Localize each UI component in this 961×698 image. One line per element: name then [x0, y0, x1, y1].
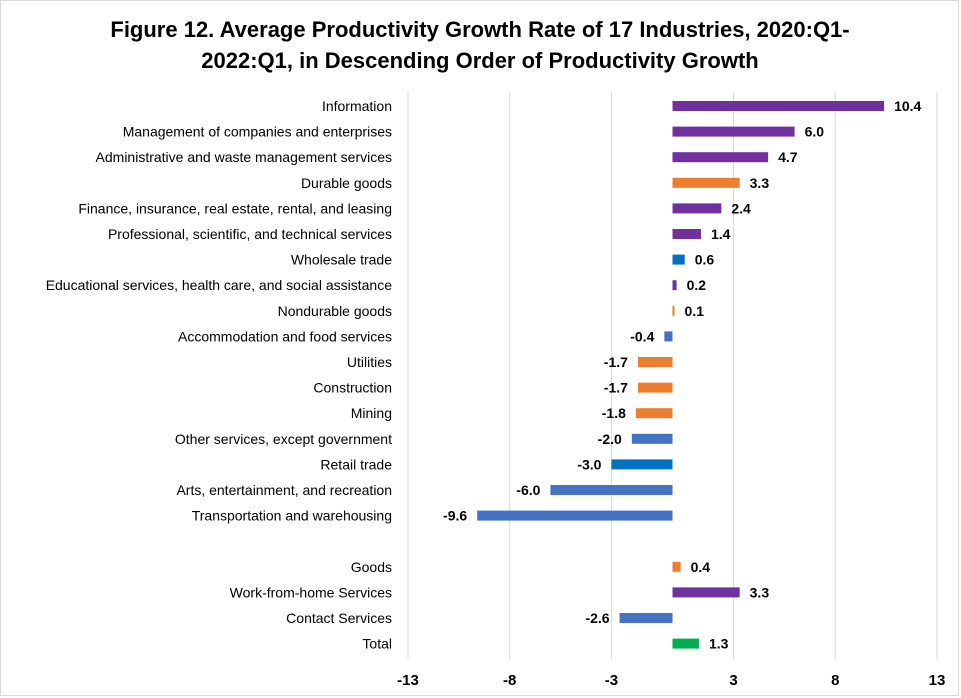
data-label: -2.0 — [598, 431, 622, 447]
bar — [635, 408, 673, 419]
data-label: 0.4 — [691, 559, 711, 575]
category-label: Professional, scientific, and technical … — [108, 226, 392, 242]
data-label: 1.4 — [711, 226, 731, 242]
data-label: -1.7 — [604, 354, 628, 370]
category-label: Total — [362, 636, 392, 652]
category-label: Wholesale trade — [291, 252, 392, 268]
bar — [672, 638, 699, 649]
data-label: 2.4 — [731, 200, 751, 216]
x-tick-label: 8 — [831, 672, 839, 689]
category-label: Information — [322, 98, 392, 114]
bar — [672, 152, 769, 163]
category-label: Administrative and waste management serv… — [96, 149, 392, 165]
chart-title-line-2: 2022:Q1, in Descending Order of Producti… — [201, 48, 759, 73]
data-label: -2.6 — [585, 610, 609, 626]
data-label: 6.0 — [805, 124, 825, 140]
category-label: Mining — [351, 405, 392, 421]
data-label: -6.0 — [516, 482, 540, 498]
category-label: Nondurable goods — [278, 303, 392, 319]
bar — [672, 203, 722, 214]
data-label: 4.7 — [778, 149, 798, 165]
category-label: Other services, except government — [175, 431, 392, 447]
chart-title-line-1: Figure 12. Average Productivity Growth R… — [110, 17, 850, 42]
x-tick-label: -8 — [503, 672, 516, 689]
category-label: Construction — [313, 380, 392, 396]
bar — [637, 357, 673, 367]
bar — [664, 331, 673, 342]
data-label: 0.6 — [695, 252, 715, 268]
data-label: 0.1 — [685, 303, 705, 319]
bar — [672, 280, 677, 291]
category-label: Finance, insurance, real estate, rental,… — [78, 200, 392, 216]
bar — [672, 305, 675, 316]
bar — [672, 177, 740, 188]
category-label: Management of companies and enterprises — [123, 124, 392, 140]
chart-title: Figure 12. Average Productivity Growth R… — [40, 14, 920, 76]
category-label: Accommodation and food services — [178, 328, 392, 344]
data-label: -3.0 — [577, 456, 601, 472]
category-label: Contact Services — [286, 610, 392, 626]
data-label: 1.3 — [709, 636, 729, 652]
bar — [631, 433, 673, 444]
category-label: Durable goods — [301, 175, 392, 191]
bar — [611, 459, 673, 470]
category-label: Goods — [351, 559, 392, 575]
x-tick-label: -13 — [397, 672, 419, 689]
category-label: Utilities — [347, 354, 392, 370]
category-label: Work-from-home Services — [230, 584, 392, 600]
data-label: 3.3 — [750, 584, 770, 600]
bar — [672, 101, 885, 111]
data-label: 10.4 — [894, 98, 921, 114]
bar — [637, 382, 673, 393]
bar — [477, 510, 673, 521]
bar — [550, 485, 673, 495]
data-label: -1.7 — [604, 380, 628, 396]
bar — [672, 254, 685, 265]
bar — [672, 126, 795, 137]
bar — [672, 587, 740, 598]
x-tick-label: -3 — [605, 672, 618, 689]
bar — [672, 561, 681, 572]
category-label: Educational services, health care, and s… — [46, 277, 393, 293]
x-tick-label: 3 — [729, 672, 737, 689]
category-label: Arts, entertainment, and recreation — [176, 482, 392, 498]
data-label: -0.4 — [630, 328, 654, 344]
data-label: 3.3 — [750, 175, 770, 191]
data-label: 0.2 — [687, 277, 707, 293]
bar — [672, 229, 701, 239]
x-tick-label: 13 — [929, 672, 946, 689]
data-label: -9.6 — [443, 508, 467, 524]
bar — [619, 613, 673, 623]
category-label: Retail trade — [320, 456, 392, 472]
category-label: Transportation and warehousing — [192, 508, 392, 524]
data-label: -1.8 — [602, 405, 626, 421]
